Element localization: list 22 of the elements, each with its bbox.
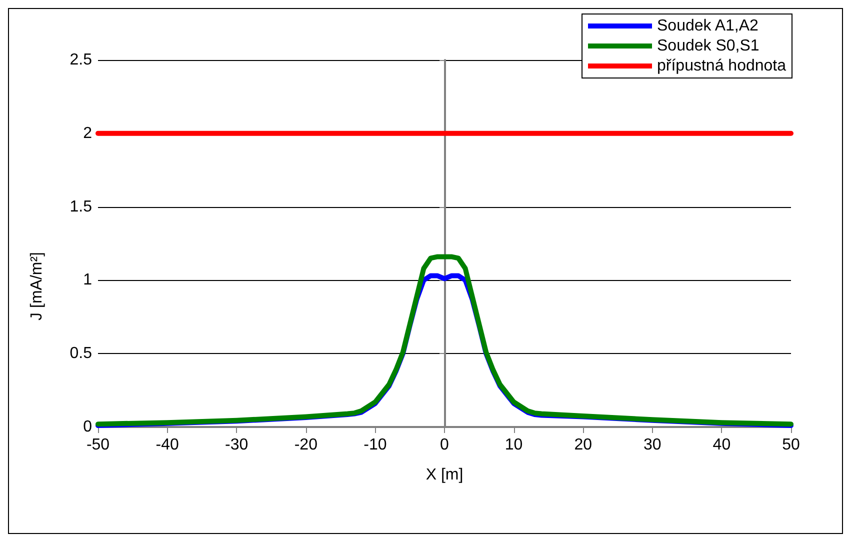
x-tick-label: -50: [86, 436, 110, 454]
x-tick-label: 20: [574, 436, 592, 454]
y-tick-label: 2: [83, 124, 92, 142]
legend-label: Soudek A1,A2: [657, 18, 759, 34]
x-tick-label: 10: [504, 436, 523, 454]
x-tick-label: 30: [644, 436, 662, 454]
y-tick-label: 0.5: [70, 345, 92, 362]
legend-label: přípustná hodnota: [657, 58, 786, 74]
legend-label: Soudek S0,S1: [657, 38, 760, 54]
y-tick-label: 0: [83, 418, 92, 436]
x-tick-label: 50: [782, 436, 800, 454]
x-tick-label: -30: [225, 436, 248, 454]
y-axis-title: J [mA/m²]: [28, 252, 46, 320]
y-tick-label: 2.5: [70, 52, 92, 68]
x-axis-title: X [m]: [426, 466, 464, 484]
x-tick-label: 0: [440, 436, 450, 454]
y-tick-label: 1: [83, 272, 92, 289]
x-tick-label: 40: [712, 436, 731, 454]
x-tick-label: -10: [364, 436, 387, 454]
y-tick-label: 1.5: [70, 198, 92, 216]
x-tick-label: -20: [294, 436, 318, 454]
x-tick-label: -40: [156, 436, 179, 454]
